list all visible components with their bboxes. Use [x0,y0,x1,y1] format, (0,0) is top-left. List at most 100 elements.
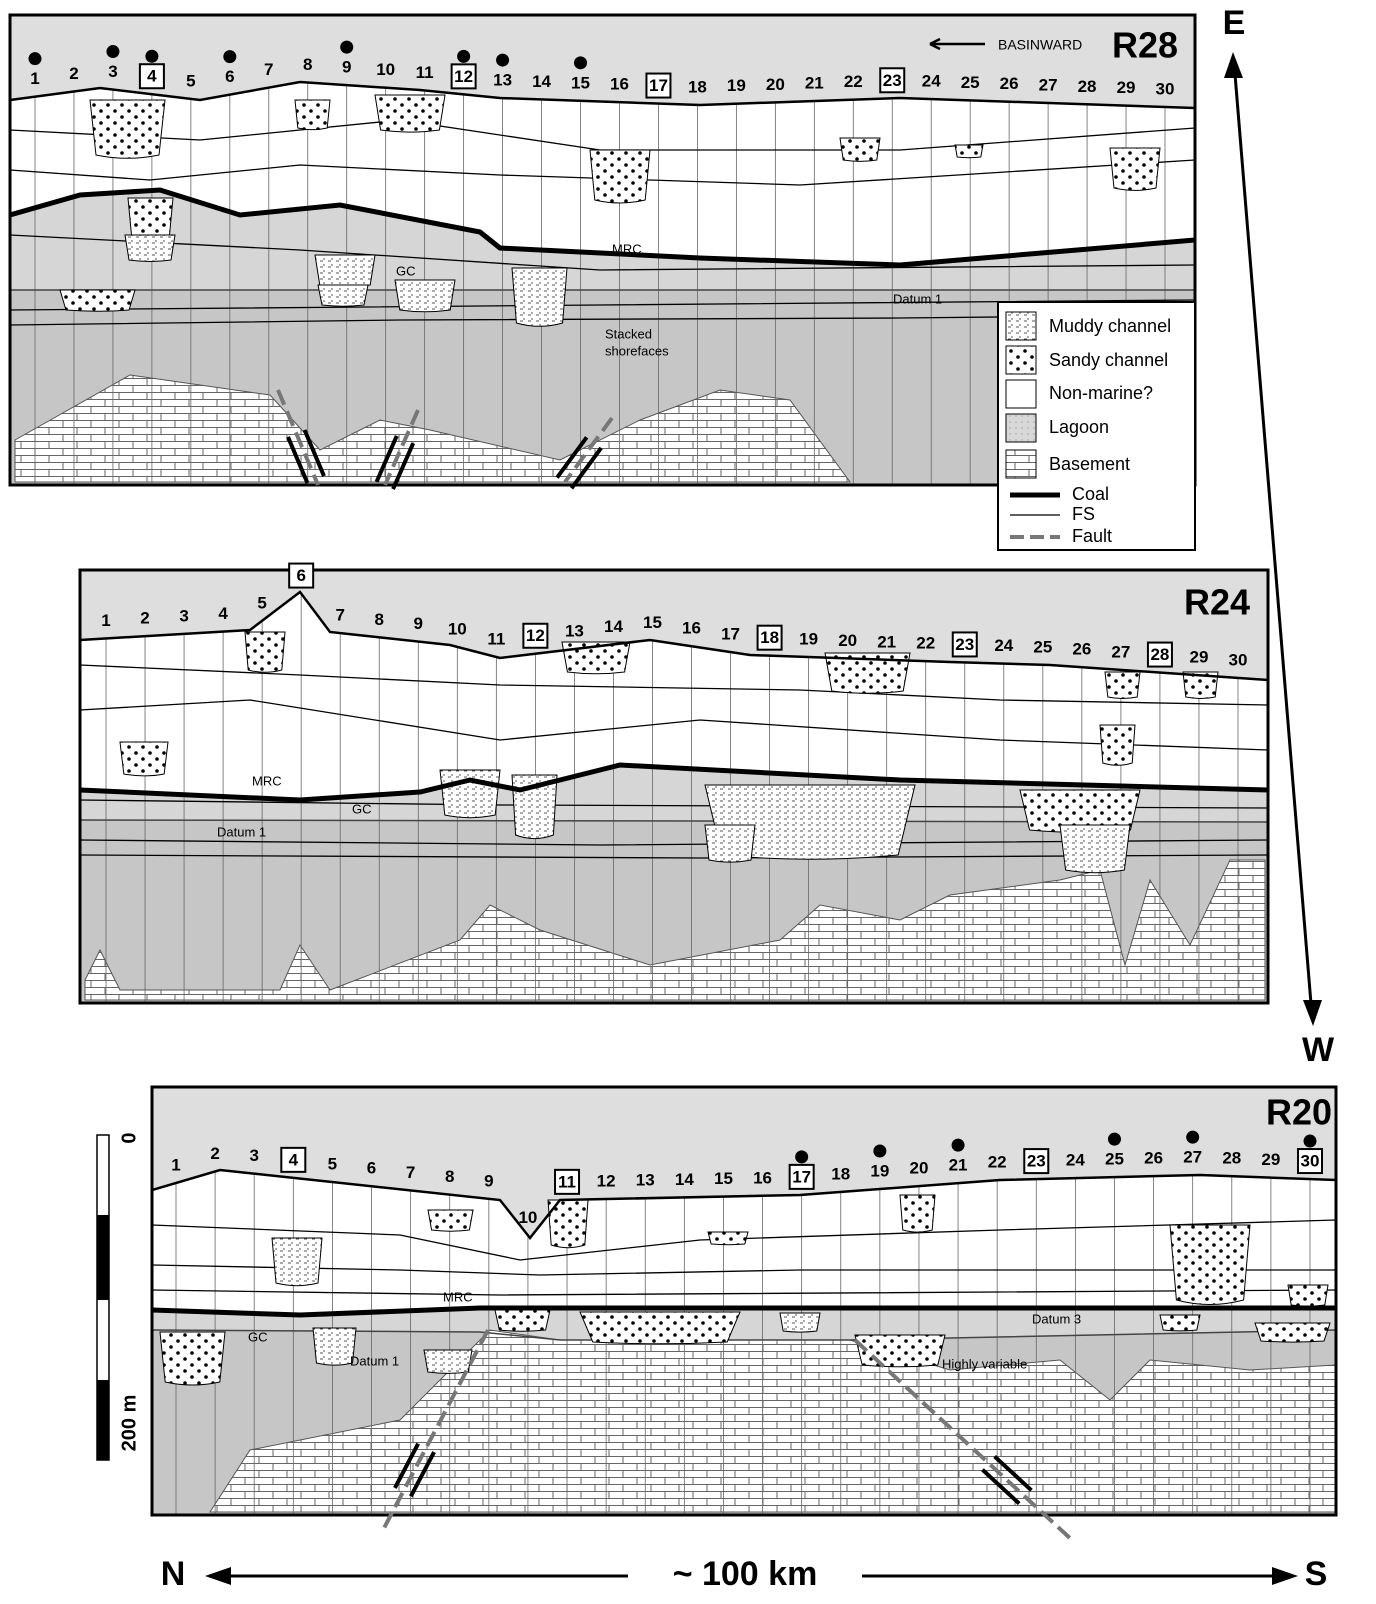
well-label: 12 [597,1172,616,1191]
annotation: shorefaces [605,343,669,358]
well-label: 30 [1301,1152,1320,1171]
well-label: 13 [565,622,584,641]
well-label: 16 [682,619,701,638]
well-label: 17 [721,625,740,644]
well-label: 24 [994,636,1013,655]
well-label: 10 [376,60,395,79]
well-dot [1304,1135,1317,1148]
annotation: Highly variable [942,1356,1027,1371]
well-label: 4 [218,604,228,623]
sandy-channel [708,1232,748,1245]
well-dot [1108,1133,1121,1146]
legend-label: Sandy channel [1049,350,1168,370]
annotation: Datum 1 [350,1353,399,1368]
sandy-channel [1160,1315,1200,1331]
well-label: 22 [988,1153,1007,1172]
sandy-channel [1255,1323,1330,1342]
well-label: 19 [870,1161,889,1180]
well-label: 16 [610,75,629,94]
scale-top: 0 [118,1132,140,1143]
well-label: 18 [688,77,707,96]
sandy-channel [580,1312,740,1344]
well-label: 5 [186,71,195,90]
sandy-channel [428,1210,473,1231]
well-label: 1 [30,69,39,88]
well-label: 24 [1066,1151,1085,1170]
direction-label: BASINWARD [998,37,1082,53]
well-label: 2 [69,64,78,83]
sandy-channel [590,150,650,203]
direction-s: S [1305,1555,1328,1593]
well-dot [106,45,119,58]
well-label: 28 [1150,645,1169,664]
well-label: 2 [210,1144,219,1163]
well-label: 11 [558,1172,576,1191]
sandy-channel [955,145,983,158]
well-label: 29 [1190,648,1209,667]
sandy-channel [120,742,168,776]
sandy-channel [1100,725,1135,765]
well-label: 30 [1156,79,1175,98]
well-label: 25 [961,73,980,92]
legend-label: Basement [1049,454,1130,474]
well-label: 6 [225,67,234,86]
well-label: 20 [910,1159,929,1178]
well-label: 19 [799,630,818,649]
sandy-channel [495,1310,550,1331]
legend-label: Non-marine? [1049,383,1153,403]
well-label: 15 [571,73,590,92]
well-label: 21 [805,73,824,92]
well-label: 22 [844,72,863,91]
well-label: 8 [375,610,384,629]
well-label: 12 [454,67,473,86]
well-label: 10 [518,1208,537,1227]
annotation: GC [352,801,372,816]
well-label: 15 [643,613,662,632]
well-label: 30 [1229,650,1248,669]
well-label: 18 [831,1164,850,1183]
distance-label: ~ 100 km [673,1555,818,1593]
well-label: 25 [1033,637,1052,656]
well-dot [457,50,470,63]
well-label: 21 [877,632,896,651]
well-label: 27 [1039,76,1058,95]
muddy-channel [272,1238,322,1286]
annotation: MRC [252,773,282,788]
well-label: 11 [487,630,505,649]
well-label: 17 [792,1167,811,1186]
sandy-channel [295,100,330,130]
legend-label: Coal [1072,484,1109,504]
well-label: 28 [1222,1149,1241,1168]
well-label: 6 [367,1159,376,1178]
well-label: 14 [604,617,623,636]
well-label: 3 [108,62,117,81]
well-dot [496,54,509,67]
well-label: 9 [342,58,351,77]
well-label: 29 [1117,78,1136,97]
well-label: 15 [714,1169,733,1188]
well-label: 24 [922,72,941,91]
direction-w: W [1302,1031,1335,1069]
section-label: R20 [1266,1092,1332,1133]
legend-label: Muddy channel [1049,316,1171,336]
direction-n: N [161,1555,186,1593]
sandy-channel [160,1332,225,1385]
well-label: 23 [955,635,974,654]
well-label: 8 [303,55,312,74]
sandy-channel [855,1335,945,1367]
well-label: 7 [264,60,273,79]
well-label: 4 [289,1150,299,1169]
well-label: 23 [1027,1152,1046,1171]
well-label: 17 [649,76,668,95]
well-label: 9 [484,1171,493,1190]
annotation: Datum 1 [893,291,942,306]
well-label: 26 [1144,1149,1163,1168]
annotation: GC [248,1329,268,1344]
annotation: Stacked [605,326,652,341]
well-dot [29,52,42,65]
well-label: 14 [532,72,551,91]
sandy-channel [1110,148,1160,190]
well-label: 8 [445,1167,454,1186]
muddy-channel [1060,825,1130,873]
